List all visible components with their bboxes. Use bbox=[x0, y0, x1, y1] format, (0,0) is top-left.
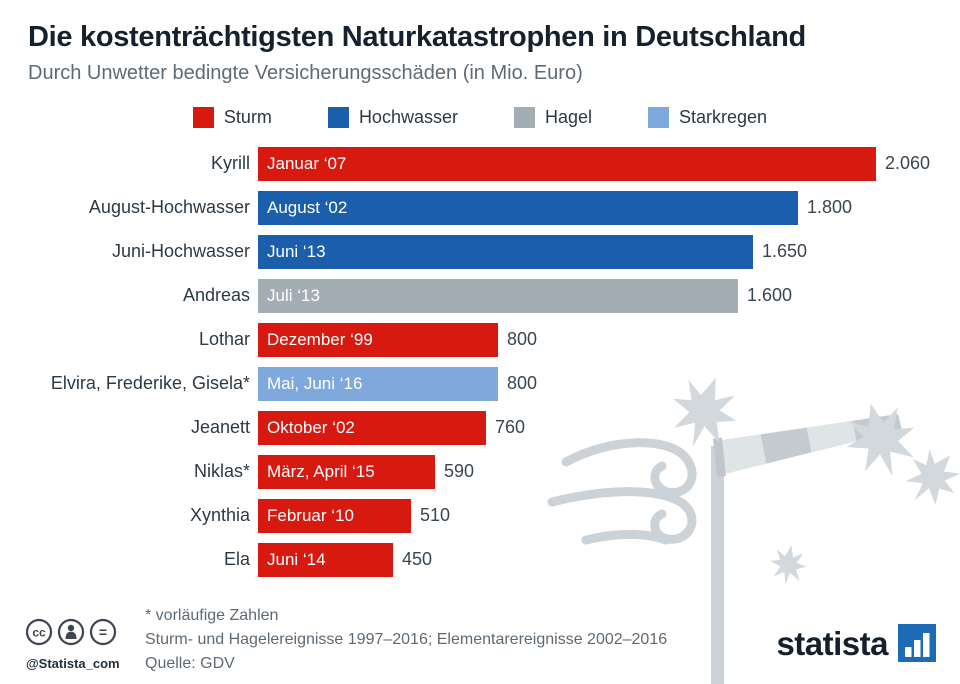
equals-glyph: = bbox=[99, 624, 107, 640]
bar: Juli ‘13 bbox=[258, 278, 738, 313]
chart-row: Juni-Hochwasser Juni ‘13 1.650 bbox=[0, 230, 960, 274]
cc-license-icons: cc = bbox=[25, 618, 117, 646]
bar: Juni ‘13 bbox=[258, 234, 753, 269]
disaster-name: Kyrill bbox=[211, 153, 250, 174]
legend-label: Starkregen bbox=[679, 106, 768, 127]
disaster-name: Elvira, Frederike, Gisela* bbox=[50, 373, 250, 394]
disaster-name: Lothar bbox=[198, 329, 250, 350]
legend-swatch-sturm bbox=[192, 106, 214, 128]
bar-track: März, April ‘15 590 bbox=[258, 454, 960, 489]
legend-swatch-hagel bbox=[513, 106, 535, 128]
bar: Oktober ‘02 bbox=[258, 410, 486, 445]
legend-label: Hochwasser bbox=[358, 106, 458, 127]
bar-date-label: Februar ‘10 bbox=[267, 505, 354, 525]
chart-row: Niklas* März, April ‘15 590 bbox=[0, 450, 960, 494]
footnote-preliminary: * vorläufige Zahlen bbox=[145, 607, 279, 624]
page-title: Die kostenträchtigsten Naturkatastrophen… bbox=[28, 21, 806, 53]
legend-item-sturm: Sturm bbox=[192, 106, 272, 128]
bar: Februar ‘10 bbox=[258, 498, 411, 533]
bar: Januar ‘07 bbox=[258, 146, 876, 181]
statista-logo-icon bbox=[898, 624, 936, 662]
bar-track: Dezember ‘99 800 bbox=[258, 322, 960, 357]
chart-row: Andreas Juli ‘13 1.600 bbox=[0, 274, 960, 318]
chart-row: Jeanett Oktober ‘02 760 bbox=[0, 406, 960, 450]
bar-date-label: Juni ‘14 bbox=[267, 549, 326, 569]
person-glyph bbox=[65, 624, 77, 639]
bar-track: Februar ‘10 510 bbox=[258, 498, 960, 533]
footnote-coverage: Sturm- und Hagelereignisse 1997–2016; El… bbox=[145, 631, 668, 648]
bar: August ‘02 bbox=[258, 190, 798, 225]
bar-value-label: 450 bbox=[402, 549, 433, 570]
bar-value-label: 1.600 bbox=[747, 285, 793, 306]
bar-track: August ‘02 1.800 bbox=[258, 190, 960, 225]
legend-item-starkregen: Starkregen bbox=[648, 106, 768, 128]
bar-date-label: August ‘02 bbox=[267, 197, 348, 217]
disaster-name: Andreas bbox=[182, 285, 250, 306]
cc-glyph: cc bbox=[32, 626, 46, 640]
bar-date-label: März, April ‘15 bbox=[267, 461, 375, 481]
chart-legend: Sturm Hochwasser Hagel Starkregen bbox=[0, 106, 960, 128]
chart-row: Elvira, Frederike, Gisela* Mai, Juni ‘16… bbox=[0, 362, 960, 406]
legend-label: Hagel bbox=[544, 106, 593, 127]
disaster-name: Ela bbox=[223, 549, 250, 570]
disaster-name: Xynthia bbox=[189, 505, 250, 526]
legend-label: Sturm bbox=[223, 106, 272, 127]
bar: Juni ‘14 bbox=[258, 542, 393, 577]
bar-value-label: 800 bbox=[507, 329, 538, 350]
attribution-icon bbox=[57, 618, 85, 646]
disaster-name: August-Hochwasser bbox=[88, 197, 250, 218]
disaster-name: Jeanett bbox=[190, 417, 250, 438]
bar-value-label: 510 bbox=[420, 505, 451, 526]
bar-date-label: Oktober ‘02 bbox=[267, 417, 355, 437]
bar-value-label: 760 bbox=[495, 417, 526, 438]
footnote-source: Quelle: GDV bbox=[145, 655, 235, 672]
disaster-name: Niklas* bbox=[193, 461, 250, 482]
legend-swatch-hochwasser bbox=[327, 106, 349, 128]
legend-swatch-starkregen bbox=[648, 106, 670, 128]
bar-value-label: 800 bbox=[507, 373, 538, 394]
chart-row: Xynthia Februar ‘10 510 bbox=[0, 494, 960, 538]
bar-track: Mai, Juni ‘16 800 bbox=[258, 366, 960, 401]
statista-handle: @Statista_com bbox=[26, 656, 120, 671]
bar-track: Oktober ‘02 760 bbox=[258, 410, 960, 445]
header: Die kostenträchtigsten Naturkatastrophen… bbox=[0, 0, 960, 85]
bar-track: Januar ‘07 2.060 bbox=[258, 146, 960, 181]
bar: Dezember ‘99 bbox=[258, 322, 498, 357]
statista-logo: statista bbox=[776, 624, 936, 662]
bar-value-label: 2.060 bbox=[885, 153, 931, 174]
bar-value-label: 590 bbox=[444, 461, 475, 482]
bar: Mai, Juni ‘16 bbox=[258, 366, 498, 401]
legend-item-hochwasser: Hochwasser bbox=[327, 106, 458, 128]
bar-date-label: Juli ‘13 bbox=[267, 285, 320, 305]
chart-row: Ela Juni ‘14 450 bbox=[0, 538, 960, 582]
bar-date-label: Mai, Juni ‘16 bbox=[267, 373, 363, 393]
no-derivatives-icon bbox=[89, 618, 117, 646]
bar: März, April ‘15 bbox=[258, 454, 435, 489]
license-block: cc = @Statista_com bbox=[25, 618, 120, 671]
bar-track: Juli ‘13 1.600 bbox=[258, 278, 960, 313]
bar-chart: Kyrill Januar ‘07 2.060 August-Hochwasse… bbox=[0, 142, 960, 582]
chart-row: August-Hochwasser August ‘02 1.800 bbox=[0, 186, 960, 230]
legend-item-hagel: Hagel bbox=[513, 106, 593, 128]
bar-value-label: 1.800 bbox=[807, 197, 853, 218]
bar-track: Juni ‘14 450 bbox=[258, 542, 960, 577]
footnotes: * vorläufige Zahlen Sturm- und Hagelerei… bbox=[145, 604, 667, 676]
bar-track: Juni ‘13 1.650 bbox=[258, 234, 960, 269]
statista-wordmark: statista bbox=[776, 624, 888, 662]
chart-row: Lothar Dezember ‘99 800 bbox=[0, 318, 960, 362]
chart-row: Kyrill Januar ‘07 2.060 bbox=[0, 142, 960, 186]
bar-date-label: Juni ‘13 bbox=[267, 241, 326, 261]
page-subtitle: Durch Unwetter bedingte Versicherungssch… bbox=[28, 61, 583, 84]
bar-date-label: Januar ‘07 bbox=[267, 153, 347, 173]
disaster-name: Juni-Hochwasser bbox=[111, 241, 250, 262]
bar-value-label: 1.650 bbox=[762, 241, 808, 262]
cc-icon bbox=[25, 618, 53, 646]
bar-date-label: Dezember ‘99 bbox=[267, 329, 373, 349]
